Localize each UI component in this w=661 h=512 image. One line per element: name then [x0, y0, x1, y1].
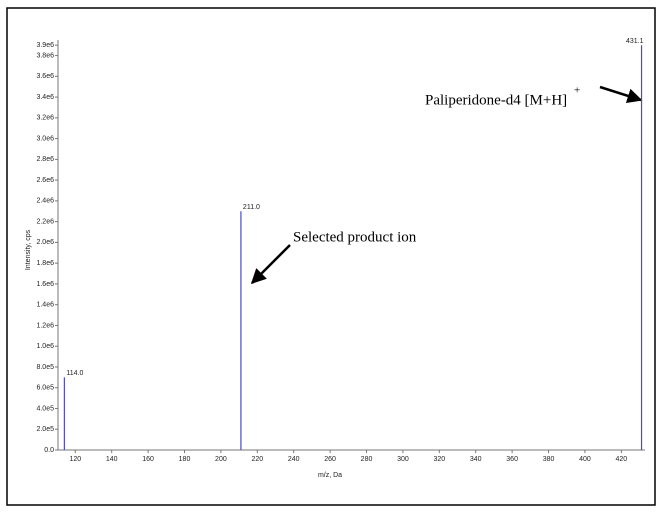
- x-tick-label: 300: [397, 456, 409, 463]
- y-tick-label: 3.2e6: [36, 115, 54, 122]
- y-tick-label: 3.4e6: [36, 94, 54, 101]
- y-tick-label: 0.0: [44, 447, 54, 454]
- annotation: Selected product ion: [293, 229, 417, 245]
- y-tick-label: 1.2e6: [36, 322, 54, 329]
- y-tick-label: 2.0e6: [36, 239, 54, 246]
- annotation: Paliperidone-d4 [M+H]: [425, 92, 567, 108]
- x-tick-label: 280: [361, 456, 373, 463]
- x-tick-label: 160: [142, 456, 154, 463]
- y-tick-label: 3.8e6: [36, 52, 54, 59]
- annotation-superscript: +: [574, 85, 580, 97]
- arrow: [599, 85, 643, 104]
- y-axis-label: Intensity, cps: [25, 229, 32, 270]
- y-tick-label: 3.6e6: [36, 73, 54, 80]
- peak-label: 114.0: [66, 370, 83, 377]
- y-tick-label: 8.0e5: [36, 364, 54, 371]
- y-tick-label: 1.6e6: [36, 281, 54, 288]
- y-tick-label: 4.0e5: [36, 405, 54, 412]
- x-tick-label: 120: [69, 456, 81, 463]
- x-tick-label: 240: [288, 456, 300, 463]
- x-tick-label: 380: [543, 456, 555, 463]
- peak-label: 431.1: [626, 38, 644, 45]
- arrow: [250, 244, 291, 285]
- x-tick-label: 200: [215, 456, 227, 463]
- x-tick-label: 420: [615, 456, 627, 463]
- y-tick-label: 3.0e6: [36, 135, 54, 142]
- x-tick-label: 320: [433, 456, 445, 463]
- x-tick-label: 140: [106, 456, 118, 463]
- x-tick-label: 360: [506, 456, 518, 463]
- y-tick-label: 2.0e5: [36, 426, 54, 433]
- y-tick-label: 1.4e6: [36, 302, 54, 309]
- y-tick-label: 6.0e5: [36, 385, 54, 392]
- x-axis-label: m/z, Da: [318, 472, 342, 479]
- y-tick-label: 2.4e6: [36, 198, 54, 205]
- y-tick-label: 2.6e6: [36, 177, 54, 184]
- x-tick-label: 220: [251, 456, 263, 463]
- y-tick-label: 1.8e6: [36, 260, 54, 267]
- y-tick-label: 1.0e6: [36, 343, 54, 350]
- x-tick-label: 340: [470, 456, 482, 463]
- peak-label: 211.0: [243, 204, 260, 211]
- x-tick-label: 400: [579, 456, 591, 463]
- y-tick-label: 2.2e6: [36, 218, 54, 225]
- x-tick-label: 260: [324, 456, 336, 463]
- y-tick-label: 2.8e6: [36, 156, 54, 163]
- frame: [6, 7, 656, 506]
- y-tick-label: 3.9e6: [36, 42, 54, 49]
- x-tick-label: 180: [179, 456, 191, 463]
